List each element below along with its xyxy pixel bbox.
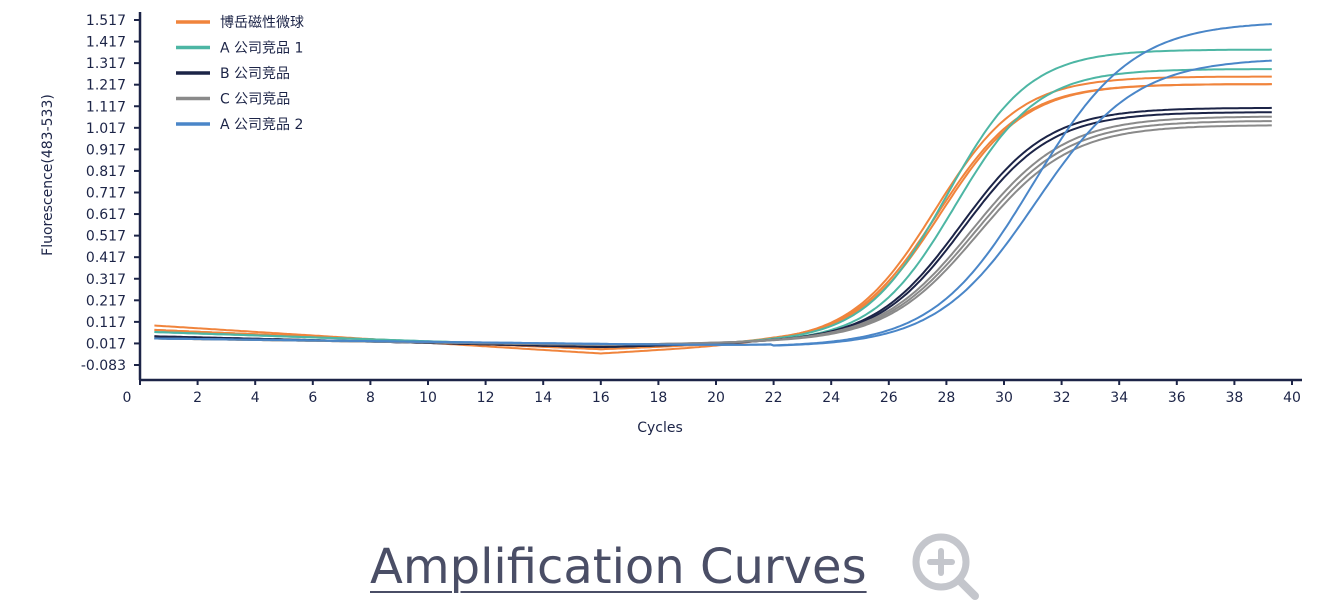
amplification-chart: Fluorescence(483-533) Cycles 1.5171.4171… [40, 12, 1302, 436]
x-tick-label: 24 [822, 390, 840, 406]
x-tick-label: 32 [1053, 390, 1071, 406]
series-line-3 [154, 48, 1272, 348]
series-line-0 [154, 75, 1272, 355]
curves [154, 23, 1272, 355]
x-tick-label: 16 [592, 390, 610, 406]
axes [138, 12, 1302, 382]
y-tick-label: 0.917 [86, 142, 126, 158]
x-tick-label: 6 [308, 390, 317, 406]
y-tick-label: 0.117 [86, 315, 126, 331]
x-tick-label: 18 [649, 390, 667, 406]
amplification-curves-link[interactable]: Amplification Curves [370, 539, 867, 595]
y-tick-label: 1.017 [86, 121, 126, 137]
x-tick-label: 40 [1283, 390, 1301, 406]
y-tick-label: 0.017 [86, 336, 126, 352]
legend-label: 博岳磁性微球 [220, 14, 304, 31]
x-tick-label: 38 [1225, 390, 1243, 406]
x-tick-label: 2 [193, 390, 202, 406]
y-tick-label: 1.117 [86, 99, 126, 115]
series-line-8 [154, 120, 1272, 346]
y-tick-label: 1.217 [86, 78, 126, 94]
y-tick-label: 0.817 [86, 164, 126, 180]
series-line-11 [154, 59, 1272, 347]
x-tick-label: 20 [707, 390, 725, 406]
series-line-1 [154, 83, 1272, 351]
legend-label: B 公司竞品 [220, 65, 290, 82]
legend: 博岳磁性微球 A 公司竞品 1 B 公司竞品 C 公司竞品 A 公司竞品 2 [176, 14, 304, 133]
y-tick-label: 1.317 [86, 56, 126, 72]
x-tick-label: 34 [1110, 390, 1128, 406]
legend-label: C 公司竞品 [220, 91, 290, 108]
legend-label: A 公司竞品 1 [220, 40, 303, 57]
y-tick-label: 1.517 [86, 13, 126, 29]
x-tick-label: 22 [765, 390, 783, 406]
x-tick-label: 30 [995, 390, 1013, 406]
series-line-5 [154, 106, 1272, 348]
x-tick-label: 28 [937, 390, 955, 406]
series-line-10 [154, 23, 1272, 347]
x-axis-title: Cycles [637, 420, 683, 436]
x-tick-label: 36 [1168, 390, 1186, 406]
x-tick-label: 12 [477, 390, 495, 406]
y-tick-label: 0.617 [86, 207, 126, 223]
x-tick-label: 8 [366, 390, 375, 406]
legend-label: A 公司竞品 2 [220, 116, 303, 133]
series-line-4 [154, 68, 1272, 349]
y-tick-label: 0.317 [86, 272, 126, 288]
y-tick-label: 1.417 [86, 35, 126, 51]
x-tick-label: 4 [251, 390, 260, 406]
y-axis-title: Fluorescence(483-533) [40, 94, 56, 256]
ticks: 1.517 1.417 1.317 1.217 1.117 1.017 0.917 0.817… [81, 13, 1301, 406]
y-tick-label: 0.517 [86, 229, 126, 245]
x-tick-label: 26 [880, 390, 898, 406]
x-tick-label: 0 [123, 390, 132, 406]
y-tick-label: -0.083 [81, 358, 126, 374]
series-line-6 [154, 111, 1272, 348]
y-tick-label: 0.717 [86, 186, 126, 202]
y-axis-title-text: Fluorescence(483-533) [40, 94, 56, 256]
caption: Amplification Curves [370, 532, 981, 602]
series-line-2 [154, 83, 1272, 351]
x-tick-label: 14 [534, 390, 552, 406]
series-line-9 [154, 124, 1272, 346]
y-tick-label: 0.217 [86, 293, 126, 309]
x-tick-label: 10 [419, 390, 437, 406]
series-line-7 [154, 115, 1272, 346]
zoom-in-icon[interactable] [911, 532, 981, 602]
y-tick-label: 0.417 [86, 250, 126, 266]
